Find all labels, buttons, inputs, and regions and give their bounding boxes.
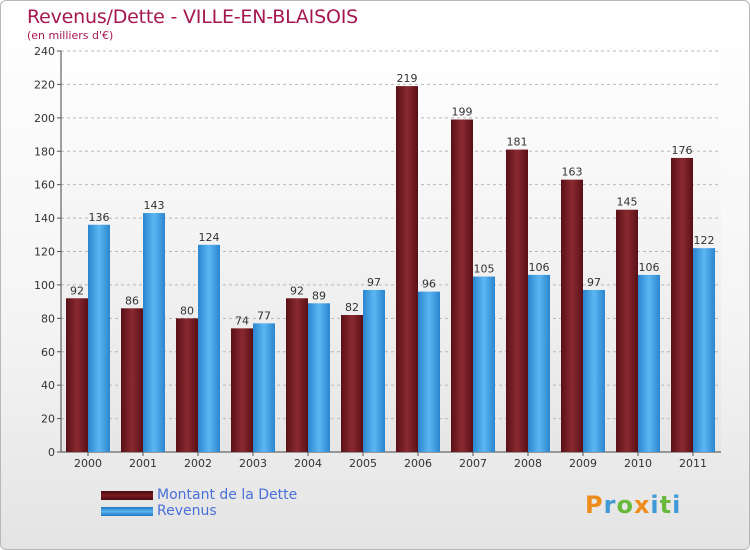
x-tick-label: 2002 <box>184 457 212 470</box>
dette-bar <box>451 119 473 453</box>
logo-letter: i <box>650 491 660 519</box>
y-tick-label: 180 <box>34 145 55 158</box>
revenus-bar <box>638 274 660 452</box>
y-tick-label: 200 <box>34 112 55 125</box>
dette-bar-label: 86 <box>125 294 139 307</box>
y-tick-label: 80 <box>41 312 55 325</box>
y-tick-label: 220 <box>34 78 55 91</box>
revenus-bar-label: 124 <box>199 231 220 244</box>
x-tick-label: 2010 <box>624 457 652 470</box>
dette-bar <box>121 308 143 452</box>
x-tick-label: 2007 <box>459 457 487 470</box>
dette-bar-label: 80 <box>180 304 194 317</box>
y-tick-label: 100 <box>34 279 55 292</box>
y-tick-label: 160 <box>34 179 55 192</box>
revenus-bar <box>253 323 275 452</box>
revenus-bar <box>473 276 495 452</box>
revenus-bar-label: 122 <box>694 234 715 247</box>
y-tick-label: 240 <box>34 45 55 58</box>
revenus-bar-label: 143 <box>144 199 165 212</box>
revenus-bar-label: 97 <box>587 276 601 289</box>
dette-bar <box>616 209 638 452</box>
y-tick-label: 120 <box>34 246 55 259</box>
x-tick-label: 2005 <box>349 457 377 470</box>
revenus-bar <box>198 244 220 452</box>
legend-swatch-revenus <box>101 506 153 516</box>
dette-bar <box>176 318 198 452</box>
revenus-bar-label: 97 <box>367 276 381 289</box>
dette-bar-label: 145 <box>617 196 638 209</box>
revenus-bar <box>693 248 715 452</box>
dette-bar-label: 92 <box>290 284 304 297</box>
proxiti-logo: Proxiti <box>585 491 681 519</box>
x-tick-label: 2011 <box>679 457 707 470</box>
x-tick-label: 2004 <box>294 457 322 470</box>
revenus-bar-label: 96 <box>422 278 436 291</box>
logo-letter: i <box>672 491 682 519</box>
x-tick-label: 2009 <box>569 457 597 470</box>
revenus-bar-label: 105 <box>474 263 495 276</box>
legend-label-dette: Montant de la Dette <box>157 487 298 503</box>
y-tick-label: 20 <box>41 413 55 426</box>
revenus-bar <box>583 289 605 452</box>
chart-subtitle: (en milliers d'€) <box>27 29 114 42</box>
logo-letter: x <box>633 491 651 519</box>
revenus-bar <box>528 274 550 452</box>
dette-bar <box>561 179 583 452</box>
revenus-bar <box>143 213 165 452</box>
revenus-bar-label: 106 <box>639 261 660 274</box>
logo-letter: t <box>659 491 673 519</box>
x-tick-label: 2001 <box>129 457 157 470</box>
logo-letter: r <box>603 491 617 519</box>
revenus-bar-label: 136 <box>89 211 110 224</box>
x-tick-label: 2008 <box>514 457 542 470</box>
dette-bar-label: 74 <box>235 314 249 327</box>
dette-bar <box>671 157 693 452</box>
revenus-bar-label: 106 <box>529 261 550 274</box>
dette-bar-label: 219 <box>397 72 418 85</box>
revenus-bar <box>308 303 330 452</box>
dette-bar <box>66 298 88 452</box>
revenus-bar-label: 89 <box>312 289 326 302</box>
revenus-bar-label: 77 <box>257 309 271 322</box>
dette-bar <box>396 86 418 453</box>
y-tick-label: 0 <box>48 446 55 459</box>
chart-title: Revenus/Dette - VILLE-EN-BLAISOIS <box>27 6 358 28</box>
revenus-bar <box>363 289 385 452</box>
y-tick-label: 140 <box>34 212 55 225</box>
y-tick-label: 40 <box>41 379 55 392</box>
legend-item-revenus: Revenus <box>101 503 217 519</box>
logo-letter: o <box>616 491 634 519</box>
dette-bar-label: 176 <box>672 144 693 157</box>
dette-bar <box>341 314 363 452</box>
revenus-bar <box>418 291 440 452</box>
x-tick-label: 2003 <box>239 457 267 470</box>
dette-bar <box>506 149 528 452</box>
x-tick-label: 2000 <box>74 457 102 470</box>
logo-letter: P <box>585 491 604 519</box>
dette-bar-label: 92 <box>70 284 84 297</box>
dette-bar-label: 163 <box>562 166 583 179</box>
legend-swatch-dette <box>101 490 153 500</box>
dette-bar-label: 82 <box>345 301 359 314</box>
dette-bar <box>231 328 253 452</box>
x-tick-label: 2006 <box>404 457 432 470</box>
legend-label-revenus: Revenus <box>157 503 217 519</box>
legend-item-dette: Montant de la Dette <box>101 487 297 503</box>
y-tick-label: 60 <box>41 346 55 359</box>
dette-bar-label: 199 <box>452 106 473 119</box>
revenus-bar <box>88 224 110 452</box>
dette-bar <box>286 298 308 452</box>
dette-bar-label: 181 <box>507 136 528 149</box>
